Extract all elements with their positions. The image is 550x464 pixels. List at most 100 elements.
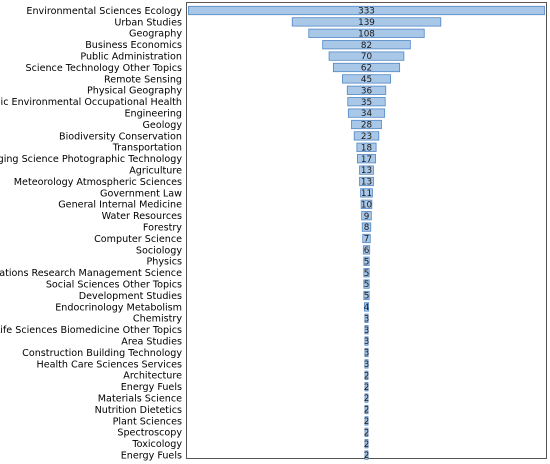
value-label-12: 18 xyxy=(361,143,372,153)
category-label-13: Imaging Science Photographic Technology xyxy=(0,154,182,165)
value-label-14: 13 xyxy=(361,166,372,176)
bar-26 xyxy=(363,302,370,312)
bar-33 xyxy=(364,382,369,392)
bar-27 xyxy=(364,313,369,323)
bar-32 xyxy=(364,370,369,380)
bar-35 xyxy=(364,404,369,415)
value-label-4: 70 xyxy=(361,52,373,62)
category-label-27: Chemistry xyxy=(133,314,182,325)
category-label-10: Geology xyxy=(142,120,182,131)
value-label-3: 82 xyxy=(361,41,372,51)
category-label-17: General Internal Medicine xyxy=(58,200,182,211)
category-label-6: Remote Sensing xyxy=(104,74,182,85)
bar-8 xyxy=(347,97,386,107)
value-label-16: 11 xyxy=(361,189,372,199)
bar-25 xyxy=(363,290,370,301)
category-label-5: Science Technology Other Topics xyxy=(26,63,182,74)
bar-24 xyxy=(363,279,370,289)
value-label-11: 23 xyxy=(361,132,372,142)
bar-21 xyxy=(362,245,371,255)
category-label-24: Social Sciences Other Topics xyxy=(46,280,182,291)
category-label-38: Toxicology xyxy=(131,439,182,450)
value-label-33: 2 xyxy=(364,383,370,393)
category-label-15: Meteorology Atmospheric Sciences xyxy=(14,177,182,188)
value-label-15: 13 xyxy=(361,178,372,188)
category-label-2: Geography xyxy=(129,29,182,40)
bar-37 xyxy=(364,427,369,437)
bar-14 xyxy=(359,165,374,175)
category-label-9: Engineering xyxy=(124,109,182,120)
value-label-18: 9 xyxy=(364,212,370,222)
value-label-34: 2 xyxy=(364,394,370,404)
bar-31 xyxy=(364,359,369,369)
category-label-35: Nutrition Dietetics xyxy=(95,405,182,416)
category-label-23: Operations Research Management Science xyxy=(0,268,182,279)
value-label-8: 35 xyxy=(361,98,372,108)
value-label-26: 4 xyxy=(364,303,370,313)
category-label-11: Biodiversity Conservation xyxy=(59,131,182,142)
category-label-25: Development Studies xyxy=(79,291,182,302)
category-label-4: Public Administration xyxy=(80,52,182,63)
value-label-35: 2 xyxy=(364,406,370,416)
value-label-13: 17 xyxy=(361,155,372,165)
value-labels-group: 3331391088270624536353428231817131311109… xyxy=(358,7,375,462)
category-label-1: Urban Studies xyxy=(114,17,182,28)
bar-12 xyxy=(356,142,377,152)
bar-29 xyxy=(364,336,369,346)
value-label-10: 28 xyxy=(361,121,372,131)
category-label-0: Environmental Sciences Ecology xyxy=(26,6,182,17)
category-label-18: Water Resources xyxy=(102,211,182,222)
value-label-19: 8 xyxy=(364,223,370,233)
value-label-0: 333 xyxy=(358,7,375,17)
value-label-30: 3 xyxy=(364,349,370,359)
bar-13 xyxy=(357,154,376,164)
value-label-37: 2 xyxy=(364,428,370,438)
category-label-14: Agriculture xyxy=(129,166,182,177)
bars-group xyxy=(188,5,545,460)
bar-22 xyxy=(363,256,370,266)
category-label-39: Energy Fuels xyxy=(121,451,182,462)
category-label-32: Architecture xyxy=(123,371,182,382)
value-label-28: 3 xyxy=(364,326,370,336)
bar-39 xyxy=(364,450,369,460)
bar-30 xyxy=(364,347,369,358)
value-label-36: 2 xyxy=(364,417,370,427)
bar-10 xyxy=(351,119,382,130)
value-label-1: 139 xyxy=(358,18,375,28)
bar-0 xyxy=(188,5,545,16)
value-label-5: 62 xyxy=(361,64,372,74)
category-label-29: Area Studies xyxy=(121,337,182,348)
value-label-7: 36 xyxy=(361,86,373,96)
value-label-29: 3 xyxy=(364,337,370,347)
bar-19 xyxy=(361,222,372,232)
bar-3 xyxy=(322,40,411,50)
value-label-6: 45 xyxy=(361,75,372,85)
value-label-17: 10 xyxy=(361,200,373,210)
value-label-27: 3 xyxy=(364,314,370,324)
value-label-38: 2 xyxy=(364,440,370,450)
bar-20 xyxy=(362,233,371,244)
value-label-25: 5 xyxy=(364,292,370,302)
value-label-20: 7 xyxy=(364,235,370,245)
bar-6 xyxy=(342,74,391,84)
bar-9 xyxy=(347,108,386,118)
category-label-30: Construction Building Technology xyxy=(22,348,182,359)
bar-1 xyxy=(291,17,442,27)
bar-36 xyxy=(364,416,369,426)
value-label-9: 34 xyxy=(361,109,373,119)
value-label-24: 5 xyxy=(364,280,370,290)
category-label-31: Health Care Sciences Services xyxy=(36,359,182,370)
category-label-19: Forestry xyxy=(143,223,182,234)
category-label-37: Spectroscopy xyxy=(117,428,182,439)
category-label-7: Physical Geography xyxy=(87,86,182,97)
value-label-22: 5 xyxy=(364,257,370,267)
value-label-32: 2 xyxy=(364,371,370,381)
bar-5 xyxy=(332,62,401,73)
category-label-26: Endocrinology Metabolism xyxy=(55,302,182,313)
bar-2 xyxy=(308,28,425,38)
bar-38 xyxy=(364,439,369,449)
value-label-23: 5 xyxy=(364,269,370,279)
value-label-21: 6 xyxy=(364,246,370,256)
